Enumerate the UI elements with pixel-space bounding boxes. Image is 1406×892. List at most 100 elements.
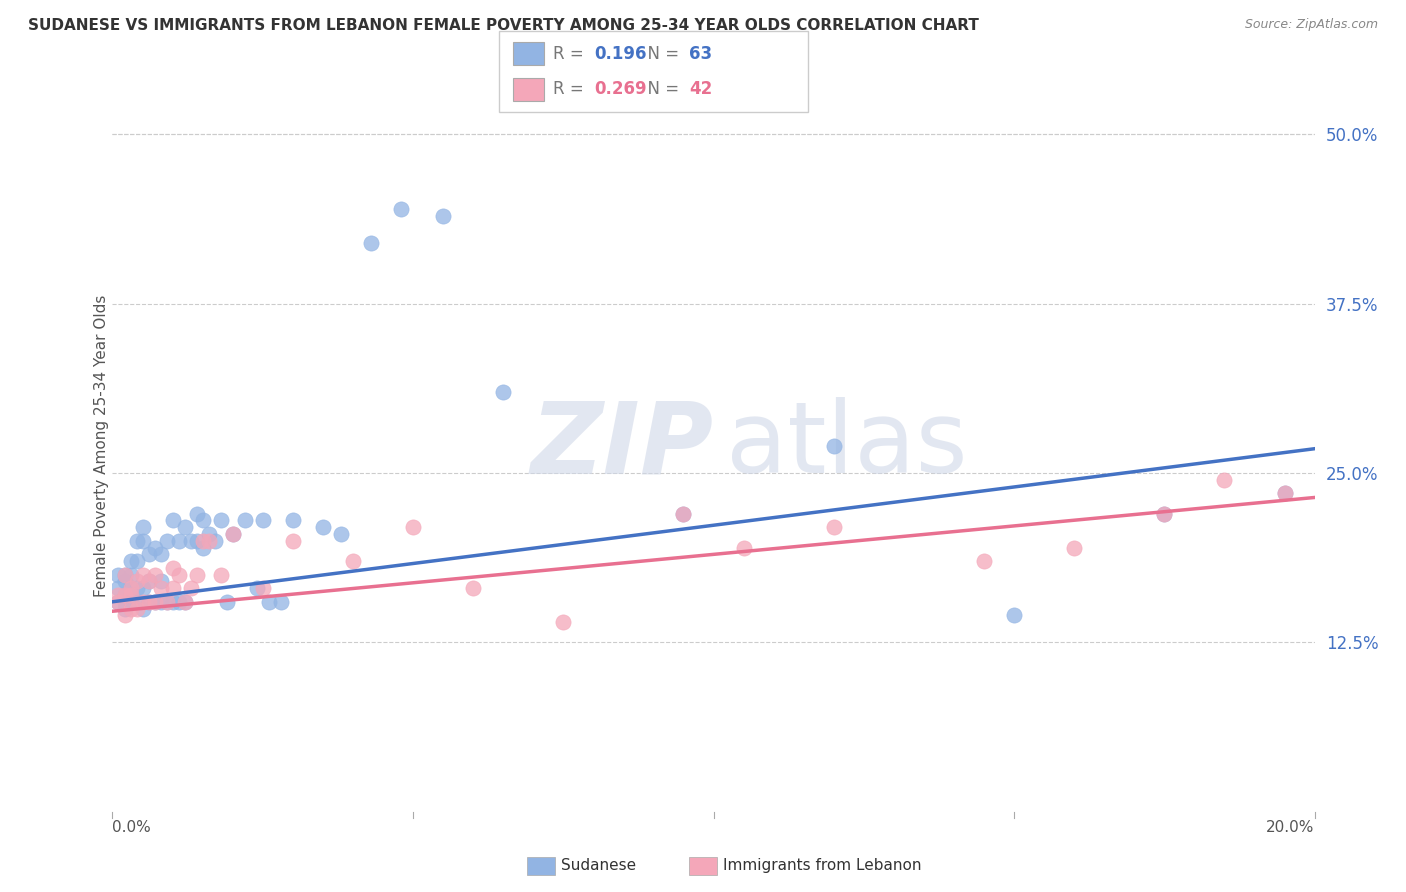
Point [114,601,136,615]
Point [973,554,995,568]
Point [186,567,208,582]
Point [233,514,256,528]
Point [215,595,238,609]
Point [120,601,142,615]
Point [281,533,304,548]
Text: 0.196: 0.196 [595,45,647,62]
Point [114,588,136,602]
Point [281,514,304,528]
Point [120,567,142,582]
Point [120,595,142,609]
Text: N =: N = [637,80,685,98]
Point [823,520,845,534]
Text: 42: 42 [689,80,713,98]
Text: R =: R = [553,80,589,98]
Point [389,202,412,216]
Point [672,507,695,521]
Point [209,567,232,582]
Point [191,533,214,548]
Point [492,384,515,399]
Point [120,554,142,568]
Text: 0.0%: 0.0% [112,821,152,836]
Point [107,581,129,595]
Point [162,581,184,595]
Point [114,608,136,623]
Point [155,533,177,548]
Point [553,615,575,629]
Point [107,595,129,609]
Point [120,581,142,595]
Text: 63: 63 [689,45,711,62]
Point [186,533,208,548]
Point [131,601,153,615]
Point [329,527,352,541]
Point [131,581,153,595]
Point [107,595,129,609]
Point [173,520,195,534]
Point [173,595,195,609]
Point [270,595,292,609]
Point [138,574,160,589]
Point [180,581,202,595]
Point [167,595,190,609]
Y-axis label: Female Poverty Among 25-34 Year Olds: Female Poverty Among 25-34 Year Olds [94,295,108,597]
Point [167,533,190,548]
Point [222,527,245,541]
Point [138,574,160,589]
Text: atlas: atlas [725,398,967,494]
Point [155,595,177,609]
Point [162,595,184,609]
Point [191,541,214,555]
Point [138,595,160,609]
Point [257,595,280,609]
Point [197,533,219,548]
Point [1213,473,1236,487]
Point [143,595,166,609]
Point [461,581,484,595]
Point [162,514,184,528]
Point [114,567,136,582]
Point [342,554,364,568]
Point [167,567,190,582]
Point [1274,486,1296,500]
Point [131,533,153,548]
Point [149,547,172,561]
Point [125,574,148,589]
Point [402,520,425,534]
Point [149,595,172,609]
Point [162,561,184,575]
Point [204,533,226,548]
Point [114,567,136,582]
Point [120,581,142,595]
Point [120,588,142,602]
Point [252,581,274,595]
Point [149,581,172,595]
Point [672,507,695,521]
Text: 20.0%: 20.0% [1267,821,1315,836]
Point [125,601,148,615]
Point [149,574,172,589]
Point [107,567,129,582]
Point [114,574,136,589]
Point [114,595,136,609]
Text: ZIP: ZIP [530,398,713,494]
Point [823,439,845,453]
Point [1274,486,1296,500]
Point [209,514,232,528]
Point [138,547,160,561]
Point [186,507,208,521]
Point [143,567,166,582]
Point [173,595,195,609]
Point [1153,507,1175,521]
Point [1002,608,1025,623]
Point [1153,507,1175,521]
Point [191,514,214,528]
Point [180,533,202,548]
Point [143,595,166,609]
Text: 0.269: 0.269 [595,80,647,98]
Point [246,581,269,595]
Point [131,520,153,534]
Point [131,595,153,609]
Text: R =: R = [553,45,589,62]
Point [252,514,274,528]
